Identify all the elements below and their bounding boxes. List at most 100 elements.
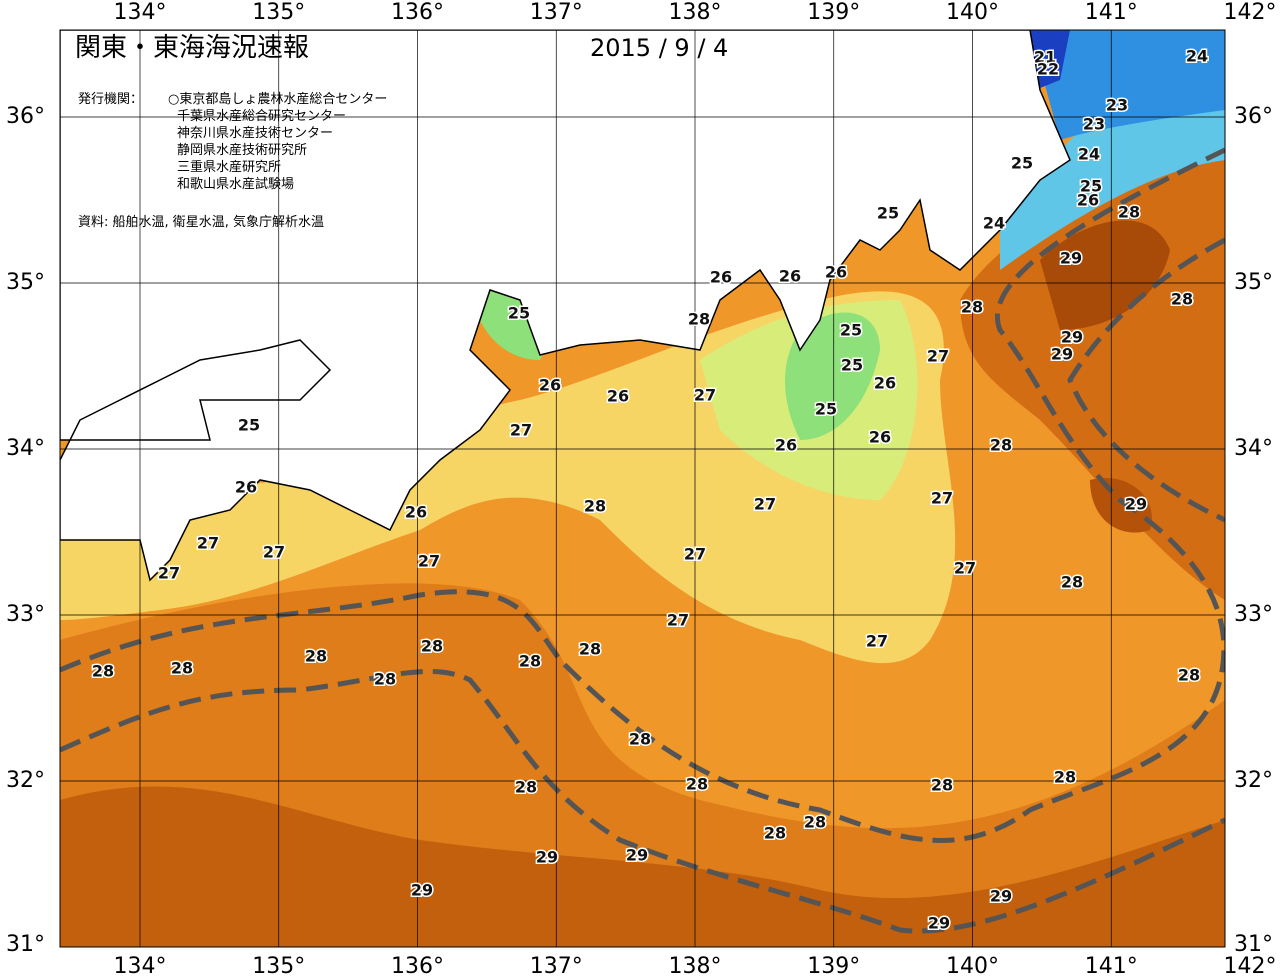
lat-label-right: 34° <box>1234 436 1273 461</box>
lat-label-right: 32° <box>1234 768 1273 793</box>
contour-label: 29 <box>626 846 648 865</box>
contour-label: 29 <box>1061 328 1083 347</box>
contour-label: 22 <box>1037 60 1059 79</box>
contour-label: 28 <box>579 640 601 659</box>
contour-label: 28 <box>961 298 983 317</box>
contour-label: 26 <box>405 503 427 522</box>
contour-label: 24 <box>1078 145 1100 164</box>
contour-label: 25 <box>841 356 863 375</box>
agency: 神奈川県水産技術センター <box>177 125 333 141</box>
contour-label: 26 <box>825 263 847 282</box>
lon-label-bottom: 137° <box>530 954 583 979</box>
contour-label: 25 <box>877 204 899 223</box>
sea-21 <box>1030 30 1070 90</box>
contour-label: 25 <box>1080 177 1102 196</box>
contour-label: 29 <box>411 881 433 900</box>
contour-label: 28 <box>804 813 826 832</box>
contour-label: 26 <box>1077 191 1099 210</box>
contour-label: 23 <box>1083 115 1105 134</box>
lon-label-top: 139° <box>807 0 860 25</box>
lon-label-top: 134° <box>114 0 167 25</box>
contour-label: 24 <box>1186 47 1208 66</box>
contour-label: 23 <box>1106 96 1128 115</box>
lon-label-top: 141° <box>1085 0 1138 25</box>
contour-label: 27 <box>954 559 976 578</box>
contour-label: 28 <box>629 730 651 749</box>
contour-label: 29 <box>1060 249 1082 268</box>
lon-label-bottom: 142° <box>1224 954 1277 979</box>
lon-label-top: 142° <box>1224 0 1277 25</box>
contour-label: 28 <box>764 824 786 843</box>
contour-label: 26 <box>775 436 797 455</box>
contour-label: 29 <box>990 887 1012 906</box>
kuroshio-axis-south <box>60 668 1225 934</box>
map-date: 2015 / 9 / 4 <box>590 34 728 62</box>
map-area <box>60 30 1225 947</box>
lon-label-bottom: 139° <box>807 954 860 979</box>
contour-label: 29 <box>928 914 950 933</box>
contour-label: 28 <box>990 436 1012 455</box>
contour-label: 26 <box>539 376 561 395</box>
contour-label: 29 <box>1051 345 1073 364</box>
lat-label-right: 36° <box>1234 104 1273 129</box>
lon-label-bottom: 138° <box>669 954 722 979</box>
lon-label-top: 135° <box>252 0 305 25</box>
lat-label-left: 36° <box>6 104 45 129</box>
contour-label: 25 <box>238 416 260 435</box>
contour-label: 29 <box>536 848 558 867</box>
lon-label-bottom: 141° <box>1085 954 1138 979</box>
lon-label-top: 136° <box>391 0 444 25</box>
contour-label: 28 <box>1171 290 1193 309</box>
contour-label: 28 <box>688 310 710 329</box>
contour-label: 27 <box>931 489 953 508</box>
contour-label: 27 <box>754 495 776 514</box>
labels: ○東京都島しょ農林水産総合センター千葉県水産総合研究センター神奈川県水産技術セン… <box>6 0 1277 979</box>
contour-label: 28 <box>1178 666 1200 685</box>
sea-29-eddy <box>1090 478 1152 533</box>
contour-label: 28 <box>171 659 193 678</box>
contour-label: 21 <box>1034 48 1056 67</box>
contour-label: 26 <box>874 374 896 393</box>
contour-label: 27 <box>158 564 180 583</box>
contour-label: 26 <box>607 387 629 406</box>
contour-label: 27 <box>694 386 716 405</box>
contour-label: 28 <box>686 775 708 794</box>
sea-25 <box>785 312 880 440</box>
contour-label: 28 <box>1061 573 1083 592</box>
contour-label: 28 <box>92 662 114 681</box>
lat-label-right: 31° <box>1234 932 1273 957</box>
sea-29 <box>60 786 1225 947</box>
contour-label: 29 <box>1125 495 1147 514</box>
lon-label-top: 137° <box>530 0 583 25</box>
lon-label-top: 138° <box>669 0 722 25</box>
contour-label: 28 <box>1054 768 1076 787</box>
agency: ○東京都島しょ農林水産総合センター <box>168 91 387 107</box>
contour-label: 25 <box>815 400 837 419</box>
contour-label: 25 <box>508 304 530 323</box>
contour-label: 28 <box>931 776 953 795</box>
lat-label-left: 35° <box>6 270 45 295</box>
lat-label-left: 32° <box>6 768 45 793</box>
contour-label: 24 <box>983 214 1005 233</box>
contour-label: 26 <box>779 267 801 286</box>
agencies-label: 発行機関： <box>78 92 143 107</box>
kuroshio-axis-north <box>60 147 1225 843</box>
agency: 千葉県水産総合研究センター <box>177 108 346 124</box>
contour-label: 28 <box>421 637 443 656</box>
contour-label: 28 <box>515 778 537 797</box>
contour-label: 27 <box>667 611 689 630</box>
warm-eddy-boundary <box>1067 237 1225 523</box>
lat-label-left: 34° <box>6 436 45 461</box>
contour-label: 28 <box>584 497 606 516</box>
contour-label: 25 <box>1011 154 1033 173</box>
lat-label-left: 33° <box>6 602 45 627</box>
lat-label-left: 31° <box>6 932 45 957</box>
sea-24 <box>1000 80 1225 270</box>
contour-label: 27 <box>927 347 949 366</box>
graticule <box>60 30 1225 947</box>
contour-label: 27 <box>418 552 440 571</box>
contour-label: 28 <box>374 670 396 689</box>
lat-label-right: 35° <box>1234 270 1273 295</box>
